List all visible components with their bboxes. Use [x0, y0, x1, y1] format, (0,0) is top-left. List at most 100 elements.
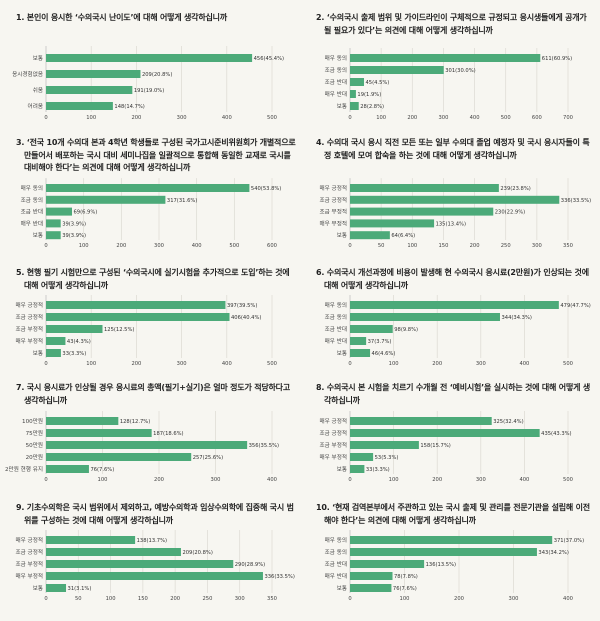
chart-title: 3. ‘전국 10개 수의대 본과 4학년 학생들로 구성된 국가고시준비위원회… — [16, 138, 296, 172]
data-label: 301(30.0%) — [445, 68, 475, 74]
chart-title: 8. 수의국시 본 시험을 치르기 수개월 전 ‘예비시험’을 실시하는 것에 … — [316, 383, 591, 405]
data-label: 158(15.7%) — [420, 443, 450, 449]
category-label: 쉬움 — [33, 86, 43, 94]
bar — [46, 349, 61, 357]
bar — [350, 349, 371, 357]
bar — [46, 325, 103, 333]
category-label: 매우 동의 — [325, 301, 347, 309]
category-label: 조금 긍정적 — [15, 549, 43, 556]
category-label: 보통 — [33, 585, 43, 592]
chart-panel-1: 0 100 200 300 400 500 보통 456(45.4%) 응시경험없음 209(20… — [0, 0, 300, 125]
bar — [46, 231, 61, 240]
x-tick-label: 200 — [154, 477, 164, 483]
data-label: 125(12.5%) — [104, 327, 134, 333]
bar — [350, 584, 392, 592]
category-label: 조금 동의 — [325, 549, 347, 556]
bar — [46, 560, 234, 568]
x-tick-label: 300 — [177, 361, 187, 367]
x-tick-label: 100 — [106, 596, 116, 602]
bar — [350, 207, 494, 216]
bar — [46, 195, 166, 204]
x-tick-label: 0 — [348, 243, 351, 249]
x-tick-label: 200 — [470, 243, 480, 249]
bar — [350, 453, 374, 461]
x-tick-label: 150 — [438, 243, 448, 249]
category-label: 조금 반대 — [325, 78, 347, 86]
x-tick-label: 0 — [44, 115, 47, 121]
data-label: 239(23.8%) — [500, 186, 530, 192]
category-label: 2만원 현행 유지 — [5, 465, 43, 473]
x-tick-label: 400 — [222, 361, 232, 367]
bar — [350, 441, 419, 449]
bar — [350, 313, 500, 321]
chart-panel-3: 0 100 200 300 400 500 600 매우 동의 540(53.8%) 조금 동의 3… — [0, 125, 300, 255]
bar-chart: 0 100 200 300 400 500 매우 긍정적 325(32.4%) 조금 긍정적 43… — [319, 411, 573, 483]
x-tick-label: 250 — [501, 243, 511, 249]
bar-chart: 0 100 200 300 400 500 매우 긍정적 397(39.5%) 조금 긍정적 40… — [15, 295, 277, 367]
category-label: 매우 반대 — [21, 219, 43, 227]
bar — [350, 54, 541, 62]
category-label: 보통 — [33, 55, 43, 62]
data-label: 33(3.3%) — [62, 351, 86, 357]
bar — [46, 207, 72, 216]
chart-panel-8: 0 100 200 300 400 500 매우 긍정적 325(32.4%) 조금 긍정적 43… — [300, 370, 600, 490]
x-tick-label: 250 — [202, 596, 212, 602]
x-tick-label: 100 — [98, 477, 108, 483]
category-label: 100만원 — [22, 417, 43, 425]
category-label: 보통 — [337, 466, 347, 473]
x-tick-label: 100 — [86, 115, 96, 121]
x-tick-label: 200 — [131, 361, 141, 367]
x-tick-label: 350 — [563, 243, 573, 249]
x-tick-label: 0 — [44, 243, 47, 249]
data-label: 209(20.8%) — [142, 72, 172, 78]
category-label: 매우 부정적 — [15, 337, 43, 345]
category-label: 조금 동의 — [325, 314, 347, 321]
data-label: 76(7.6%) — [393, 586, 417, 592]
data-label: 135(13.4%) — [436, 221, 466, 227]
x-tick-label: 500 — [501, 115, 511, 121]
category-label: 조금 부정적 — [319, 442, 347, 449]
bar — [46, 86, 133, 94]
bar — [46, 184, 250, 192]
x-tick-label: 400 — [519, 361, 529, 367]
x-tick-label: 300 — [476, 361, 486, 367]
chart-panel-7: 0 100 200 300 400 100만원 128(12.7%) 75만원 187(18.6… — [0, 370, 300, 490]
x-tick-label: 400 — [267, 477, 277, 483]
bar — [46, 102, 113, 110]
category-label: 매우 긍정적 — [319, 184, 347, 192]
category-label: 보통 — [337, 350, 347, 357]
data-label: 28(2.8%) — [360, 104, 384, 110]
bar-chart: 0 100 200 300 400 500 600 매우 동의 540(53.8%) 조금 동의 3… — [21, 178, 281, 249]
x-tick-label: 500 — [267, 115, 277, 121]
x-tick-label: 100 — [86, 361, 96, 367]
category-label: 매우 부정적 — [15, 572, 43, 580]
x-tick-label: 200 — [432, 361, 442, 367]
x-tick-label: 0 — [348, 477, 351, 483]
category-label: 매우 반대 — [325, 337, 347, 345]
category-label: 매우 동의 — [325, 54, 347, 62]
data-label: 37(3.7%) — [368, 339, 392, 345]
category-label: 매우 동의 — [325, 536, 347, 544]
chart-panel-9: 0 50 100 150 200 250 300 350 매우 긍정적 138(13.7%) 조금 … — [0, 490, 300, 621]
category-label: 조금 부정적 — [15, 561, 43, 568]
category-label: 보통 — [337, 585, 347, 592]
bar — [46, 572, 263, 580]
x-tick-label: 300 — [235, 596, 245, 602]
category-label: 조금 동의 — [325, 67, 347, 74]
chart-panel-2: 0 100 200 300 400 500 600 700 매우 동의 611(60.9%) 조금 … — [300, 0, 600, 125]
category-label: 조금 동의 — [21, 197, 43, 204]
x-tick-label: 0 — [44, 361, 47, 367]
category-label: 조금 반대 — [325, 325, 347, 333]
data-label: 317(31.6%) — [167, 198, 197, 204]
category-label: 보통 — [33, 350, 43, 357]
bar — [350, 66, 444, 74]
bar-chart: 0 100 200 300 400 매우 동의 371(37.0%) 조금 동의 343(34.… — [325, 530, 584, 602]
x-tick-label: 400 — [519, 477, 529, 483]
bar — [46, 429, 152, 437]
category-label: 조금 긍정적 — [15, 314, 43, 321]
bar-chart: 0 100 200 300 400 500 보통 456(45.4%) 응시경험없음 209(20… — [12, 46, 284, 121]
data-label: 128(12.7%) — [120, 419, 150, 425]
data-label: 257(25.6%) — [193, 455, 223, 461]
data-label: 290(28.9%) — [235, 562, 265, 568]
data-label: 39(3.9%) — [62, 233, 86, 239]
